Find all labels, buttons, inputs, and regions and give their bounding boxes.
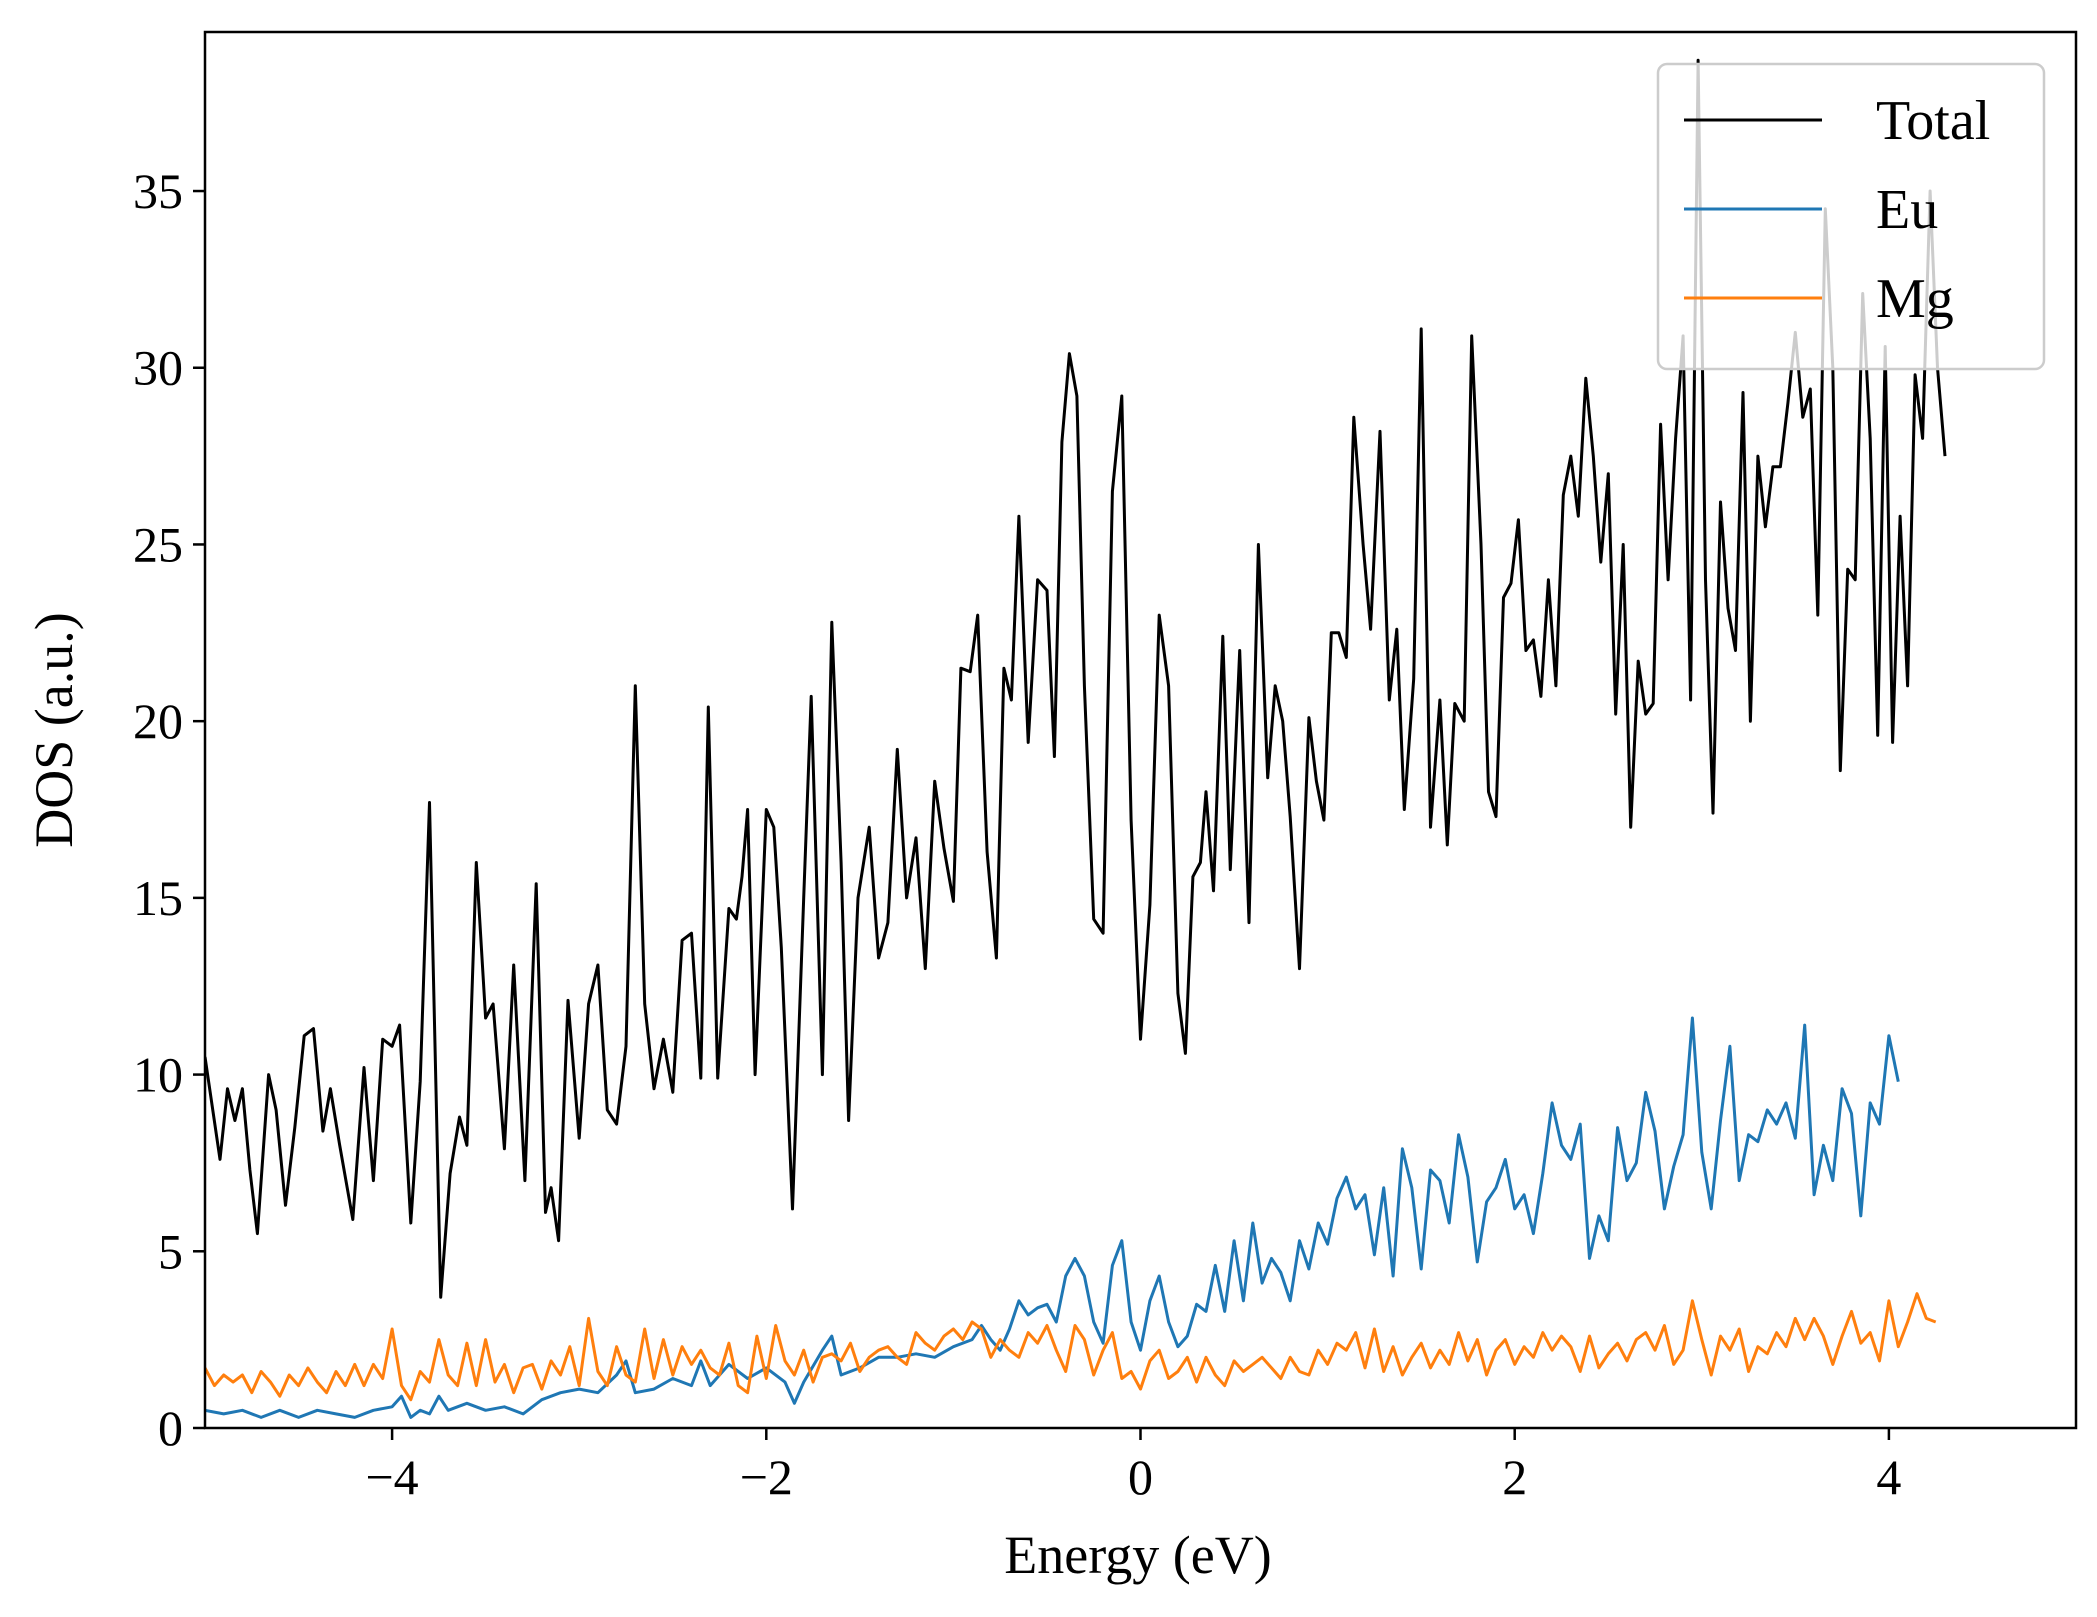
y-axis-title: DOS (a.u.) [24, 612, 84, 847]
plot-area [205, 58, 1947, 1419]
legend-label-eu: Eu [1876, 179, 1938, 241]
x-tick-label: 0 [1128, 1449, 1153, 1505]
series-line-total [205, 58, 1947, 1299]
x-tick-label: −4 [365, 1449, 418, 1505]
axes: −4 −2 0 2 4 0 5 10 15 20 25 30 35 [133, 30, 2078, 1505]
y-tick-label: 20 [133, 693, 183, 749]
legend-label-mg: Mg [1876, 268, 1954, 330]
y-tick-label: 15 [133, 870, 183, 926]
legend: Total Eu Mg [1656, 62, 2046, 371]
y-tick-label: 25 [133, 516, 183, 572]
y-tick-label: 35 [133, 163, 183, 219]
x-tick-label: 4 [1876, 1449, 1901, 1505]
x-axis-title: Energy (eV) [1004, 1525, 1271, 1585]
legend-label-total: Total [1876, 90, 1990, 152]
y-tick-label: 30 [133, 340, 183, 396]
series-line-eu [205, 1016, 1900, 1419]
x-tick-label: 2 [1502, 1449, 1527, 1505]
legend-box [1656, 62, 2046, 371]
series-line-mg [205, 1292, 1937, 1402]
y-tick-label: 0 [158, 1400, 183, 1456]
y-tick-label: 5 [158, 1223, 183, 1279]
y-tick-label: 10 [133, 1047, 183, 1103]
x-tick-label: −2 [740, 1449, 793, 1505]
